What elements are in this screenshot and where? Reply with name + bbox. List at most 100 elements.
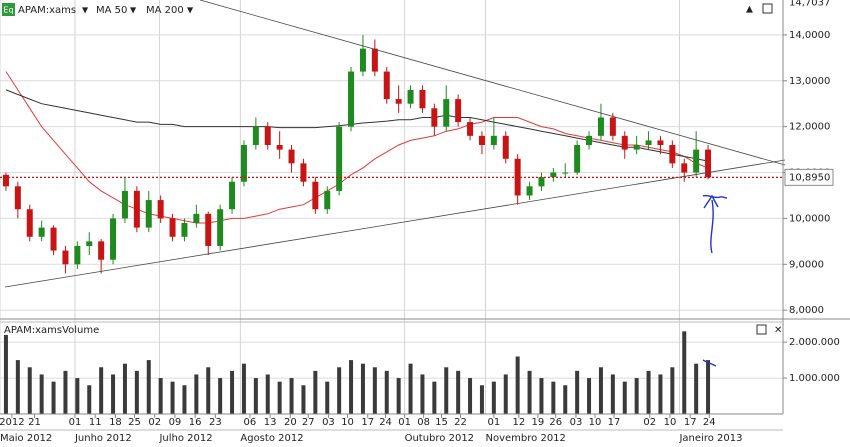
volume-bar <box>575 370 580 414</box>
volume-bar <box>313 370 318 414</box>
volume-bar <box>51 381 56 414</box>
y-tick-label: 9,0000 <box>789 259 824 270</box>
candle-body <box>133 190 140 228</box>
volume-bar <box>15 360 20 414</box>
x-tick-label: 15 <box>435 417 448 428</box>
pane-button[interactable]: ✕ <box>774 325 782 336</box>
candle-body <box>538 177 545 187</box>
volume-bar <box>218 378 223 414</box>
volume-bar <box>634 378 639 414</box>
volume-bar <box>563 385 568 414</box>
candle-body <box>121 190 128 219</box>
candle-body <box>229 181 236 210</box>
month-label: Outubro 2012 <box>405 433 474 444</box>
candle-body <box>383 71 390 100</box>
legend-symbol[interactable]: APAM:xams <box>18 5 76 16</box>
x-tick-label: 10 <box>664 417 677 428</box>
x-tick-label: 18 <box>109 417 122 428</box>
month-label: Agosto 2012 <box>240 433 303 444</box>
volume-bar <box>408 363 413 414</box>
x-tick-label: 12 <box>512 417 525 428</box>
candle-body <box>288 149 295 164</box>
candle-body <box>62 250 69 265</box>
x-tick-label: 02 <box>148 417 161 428</box>
volume-bar <box>99 367 104 414</box>
candle-body <box>693 149 700 173</box>
volume-bar <box>694 363 699 414</box>
volume-bar <box>515 356 520 414</box>
candle-body <box>276 145 283 150</box>
volume-bar <box>39 374 44 414</box>
legend-entry[interactable]: MA 50 <box>96 5 127 16</box>
candle-body <box>193 213 200 224</box>
candle-body <box>705 149 712 178</box>
volume-bar <box>587 378 592 414</box>
candle-body <box>407 89 414 104</box>
candle-body <box>240 145 247 182</box>
pane-button[interactable] <box>756 324 767 335</box>
volume-bar <box>503 374 508 414</box>
month-label: Junho 2012 <box>74 433 132 444</box>
x-tick-label: 11 <box>89 417 102 428</box>
x-tick-label: 06 <box>244 417 257 428</box>
grid <box>0 0 783 414</box>
trendline <box>4 159 786 288</box>
volume-bar <box>277 381 282 414</box>
x-tick-label: 03 <box>322 417 335 428</box>
candle-body <box>443 99 450 127</box>
dropdown-arrow[interactable]: ▼ <box>82 6 89 15</box>
candle-body <box>645 140 652 146</box>
candle-body <box>38 227 45 237</box>
candle-body <box>157 200 164 219</box>
candle-body <box>490 135 497 146</box>
x-tick-label: 02 <box>643 417 656 428</box>
candle-body <box>312 181 319 210</box>
candle-body <box>467 122 474 136</box>
x-tick-label: 22 <box>454 417 467 428</box>
month-label: Janeiro 2013 <box>678 433 742 444</box>
legend-entry[interactable]: MA 200 <box>146 5 184 16</box>
y-tick-label: 1.000.000 <box>789 373 840 384</box>
volume-bar <box>610 374 615 414</box>
volume-bar <box>75 378 80 414</box>
candle-body <box>359 48 366 72</box>
x-tick-label: 17 <box>608 417 621 428</box>
candle-body <box>98 241 105 260</box>
pane-button[interactable] <box>762 3 773 14</box>
volume-bar <box>372 367 377 414</box>
volume-bar <box>63 370 68 414</box>
candle-body <box>478 135 485 146</box>
pane-button[interactable]: ▲ <box>746 5 753 15</box>
x-tick-label: 17 <box>361 417 374 428</box>
candle-body <box>669 145 676 164</box>
y-tick-label: 2.000.000 <box>789 337 840 348</box>
volume-bar <box>146 360 151 414</box>
volume-bar <box>598 367 603 414</box>
volume-bar <box>27 367 32 414</box>
dropdown-arrow[interactable]: ▼ <box>130 6 137 15</box>
candle-body <box>300 163 307 182</box>
trendline <box>199 0 786 166</box>
volume-bar <box>670 367 675 414</box>
marks <box>2 34 712 414</box>
volume-bar <box>241 363 246 414</box>
x-tick-label: 08 <box>417 417 430 428</box>
candle-body <box>348 71 355 127</box>
volume-bar <box>539 378 544 414</box>
y-tick-label: 13,0000 <box>789 76 830 87</box>
volume-bar <box>182 385 187 414</box>
dropdown-arrow[interactable]: ▼ <box>187 6 194 15</box>
volume-bar <box>111 374 116 414</box>
candle-body <box>14 186 21 210</box>
y-tick-label: 8,0000 <box>789 305 824 316</box>
last-price-box <box>784 168 834 186</box>
candle-body <box>455 99 462 123</box>
x-tick-label: 17 <box>684 417 697 428</box>
volume-bar <box>301 385 306 414</box>
volume-bar <box>3 334 8 414</box>
symbol-icon[interactable] <box>2 3 15 16</box>
volume-bar <box>420 374 425 414</box>
candle-body <box>110 218 117 260</box>
symbol-icon-text: Eq <box>3 6 13 15</box>
